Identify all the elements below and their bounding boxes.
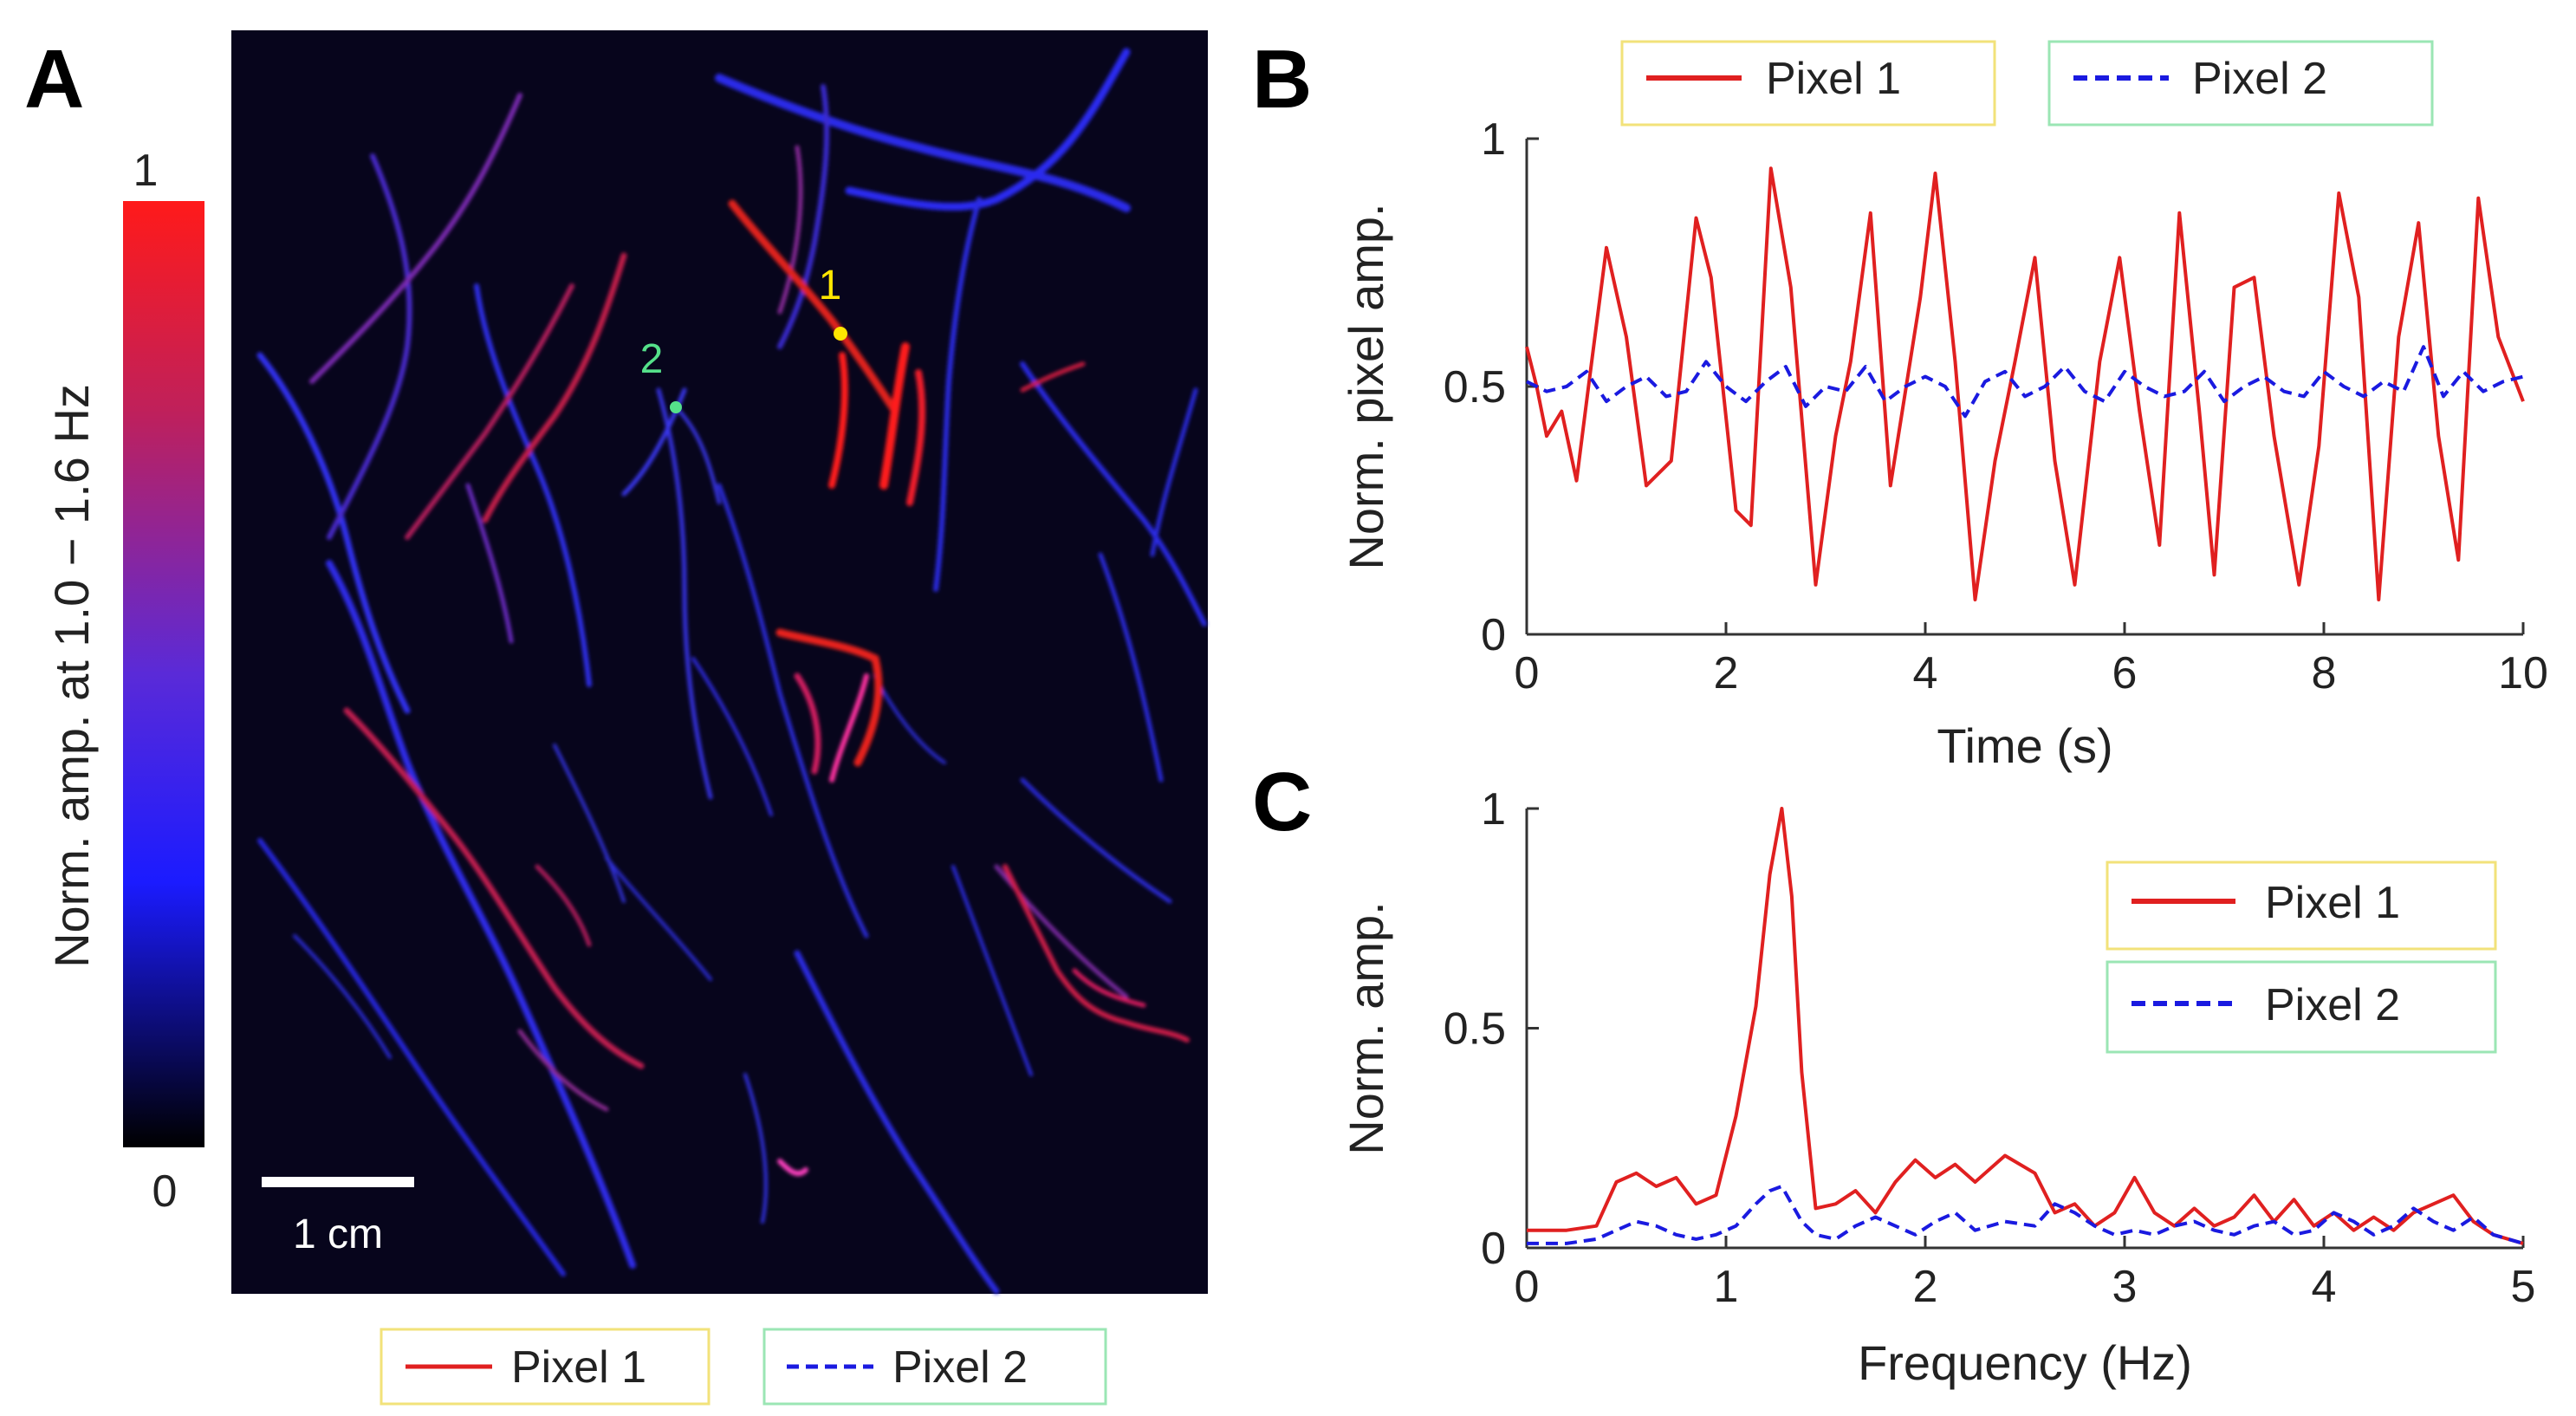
- time-y-tick-label: 0: [1481, 610, 1506, 660]
- map-legend: Pixel 1 Pixel 2: [380, 1328, 1107, 1406]
- freq-legend-pixel-2-box: [2106, 960, 2497, 1054]
- freq-x-tick-label: 0: [1515, 1262, 1540, 1312]
- freq-x-tick-label: 1: [1714, 1262, 1739, 1312]
- time-legend-pixel-1-box: [1620, 40, 1996, 127]
- time-x-tick-label: 4: [1913, 648, 1938, 698]
- time-x-tick-label: 2: [1714, 648, 1739, 698]
- colorbar-max-label: 1: [133, 146, 159, 196]
- time-x-axis-title: Time (s): [1937, 718, 2112, 773]
- time-y-axis-title: Norm. pixel amp.: [1339, 203, 1393, 569]
- time-y-tick-label: 0.5: [1444, 362, 1506, 412]
- time-series-1-line: [1525, 166, 2525, 601]
- freq-y-axis-title: Norm. amp.: [1339, 901, 1393, 1155]
- time-legend-pixel-2-text: Pixel 2: [2192, 54, 2327, 104]
- freq-legend-pixel-2-text: Pixel 2: [2265, 980, 2400, 1030]
- freq-legend-pixel-1-text: Pixel 1: [2265, 878, 2400, 928]
- map-legend-pixel-1-text: Pixel 1: [511, 1342, 646, 1393]
- panel-b-label: B: [1252, 33, 1312, 126]
- pixel-2-label: 2: [640, 336, 664, 382]
- map-legend-pixel-2-box: [762, 1328, 1107, 1406]
- freq-x-tick-label: 4: [2312, 1262, 2337, 1312]
- frequency-chart: 0 1 2 3 4 5 0 0.5 1 Frequency (Hz) Norm. amp.: [1339, 784, 2535, 1390]
- colorbar-gradient: [123, 201, 204, 1147]
- freq-series-2-line: [1527, 1185, 2524, 1245]
- freq-y-tick-label: 0.5: [1444, 1004, 1506, 1055]
- freq-x-tick-label: 5: [2511, 1262, 2536, 1312]
- freq-legend-pixel-1-box: [2106, 861, 2497, 951]
- time-x-tick-label: 0: [1515, 648, 1540, 698]
- vessel-network: [256, 48, 1207, 1295]
- colorbar: 1 0 Norm. amp. at 1.0 − 1.6 Hz: [44, 146, 204, 1217]
- vessel-map-background: [231, 30, 1208, 1294]
- time-y-tick-label: 1: [1481, 114, 1506, 165]
- freq-x-tick-label: 2: [1913, 1262, 1938, 1312]
- time-x-tick-label: 10: [2498, 648, 2548, 698]
- freq-y-tick-label: 1: [1481, 784, 1506, 835]
- pixel-2-marker: [670, 401, 682, 413]
- freq-y-tick-label: 0: [1481, 1224, 1506, 1274]
- pixel-1-label: 1: [819, 263, 842, 309]
- colorbar-min-label: 0: [152, 1166, 178, 1217]
- time-x-tick-label: 8: [2312, 648, 2337, 698]
- freq-x-tick-label: 3: [2112, 1262, 2138, 1312]
- scale-bar: [262, 1177, 414, 1187]
- time-legend-pixel-1-text: Pixel 1: [1766, 54, 1901, 104]
- time-chart: 0 2 4 6 8 10 0 0.5 1 Time (s) Norm. pixel amp.: [1339, 114, 2548, 773]
- map-legend-pixel-2-text: Pixel 2: [892, 1342, 1028, 1393]
- vessel-map: 1 2 1 cm: [231, 30, 1208, 1295]
- frequency-chart-legend: Pixel 1 Pixel 2: [2106, 861, 2497, 1054]
- scale-bar-label: 1 cm: [293, 1211, 383, 1257]
- panel-a-label: A: [24, 33, 84, 126]
- time-chart-legend: Pixel 1 Pixel 2: [1620, 40, 2434, 127]
- freq-x-axis-title: Frequency (Hz): [1858, 1335, 2192, 1390]
- time-x-tick-label: 6: [2112, 648, 2138, 698]
- panel-c-label: C: [1252, 756, 1312, 848]
- colorbar-title: Norm. amp. at 1.0 − 1.6 Hz: [44, 384, 99, 968]
- time-legend-pixel-2-box: [2047, 40, 2434, 127]
- freq-series-1-line: [1527, 807, 2524, 1245]
- time-series-2-line: [1526, 345, 2524, 419]
- pixel-1-marker: [834, 327, 847, 341]
